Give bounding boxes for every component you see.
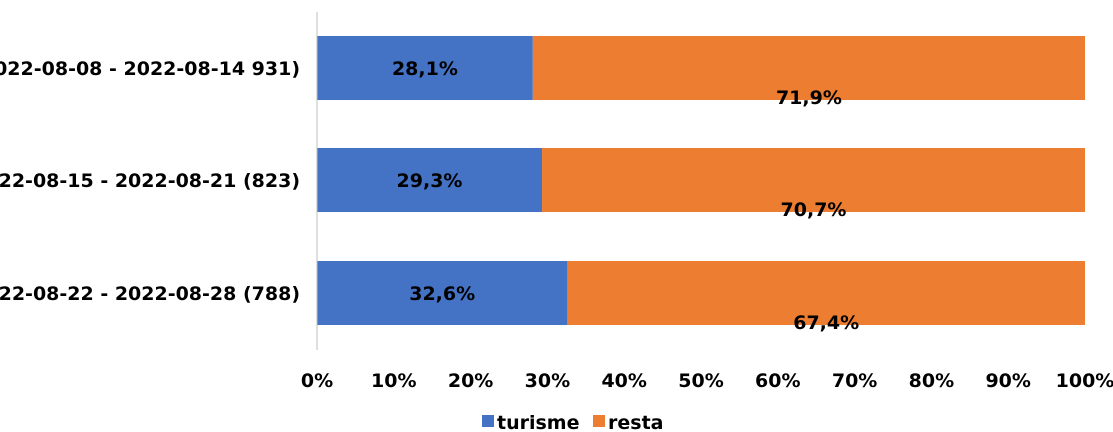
data-label-turisme-2: 32,6% [409,283,475,305]
x-tick-label-3: 30% [525,370,570,392]
bar-resta-2 [567,261,1085,325]
data-label-resta-0: 71,9% [776,87,842,109]
data-label-resta-1: 70,7% [781,199,847,221]
x-tick-label-7: 70% [832,370,877,392]
legend-label-resta: resta [608,412,663,432]
x-tick-label-9: 90% [985,370,1030,392]
category-label-1: 2022-08-15 - 2022-08-21 (823) [0,170,300,192]
x-tick-label-6: 60% [755,370,800,392]
legend-label-turisme: turisme [497,412,580,432]
data-labels-group: 28,1% 71,9% 29,3% 70,7% 32,6% 67,4% [392,58,859,334]
bar-turisme-0 [317,36,533,100]
data-label-resta-2: 67,4% [793,312,859,334]
bars-group [317,36,1085,325]
data-label-turisme-1: 29,3% [397,170,463,192]
x-tick-label-2: 20% [448,370,493,392]
category-label-2: 2022-08-22 - 2022-08-28 (788) [0,283,300,305]
bar-resta-1 [542,148,1085,212]
x-tick-label-8: 80% [909,370,954,392]
x-tick-label-4: 40% [601,370,646,392]
x-tick-label-1: 10% [371,370,416,392]
data-label-turisme-0: 28,1% [392,58,458,80]
legend: turisme resta [482,412,663,432]
x-tick-labels-group: 0% 10% 20% 30% 40% 50% 60% 70% 80% 90% 100% [301,370,1113,392]
x-tick-label-0: 0% [301,370,333,392]
x-tick-label-10: 100% [1056,370,1113,392]
bar-resta-0 [532,36,1085,100]
legend-swatch-turisme [482,415,494,427]
category-labels-group: 2022-08-08 - 2022-08-14 931) 2022-08-15 -… [0,58,300,305]
bar-turisme-2 [317,261,568,325]
x-tick-label-5: 50% [678,370,723,392]
legend-swatch-resta [593,415,605,427]
category-label-0: 2022-08-08 - 2022-08-14 931) [0,58,300,80]
bar-turisme-1 [317,148,543,212]
